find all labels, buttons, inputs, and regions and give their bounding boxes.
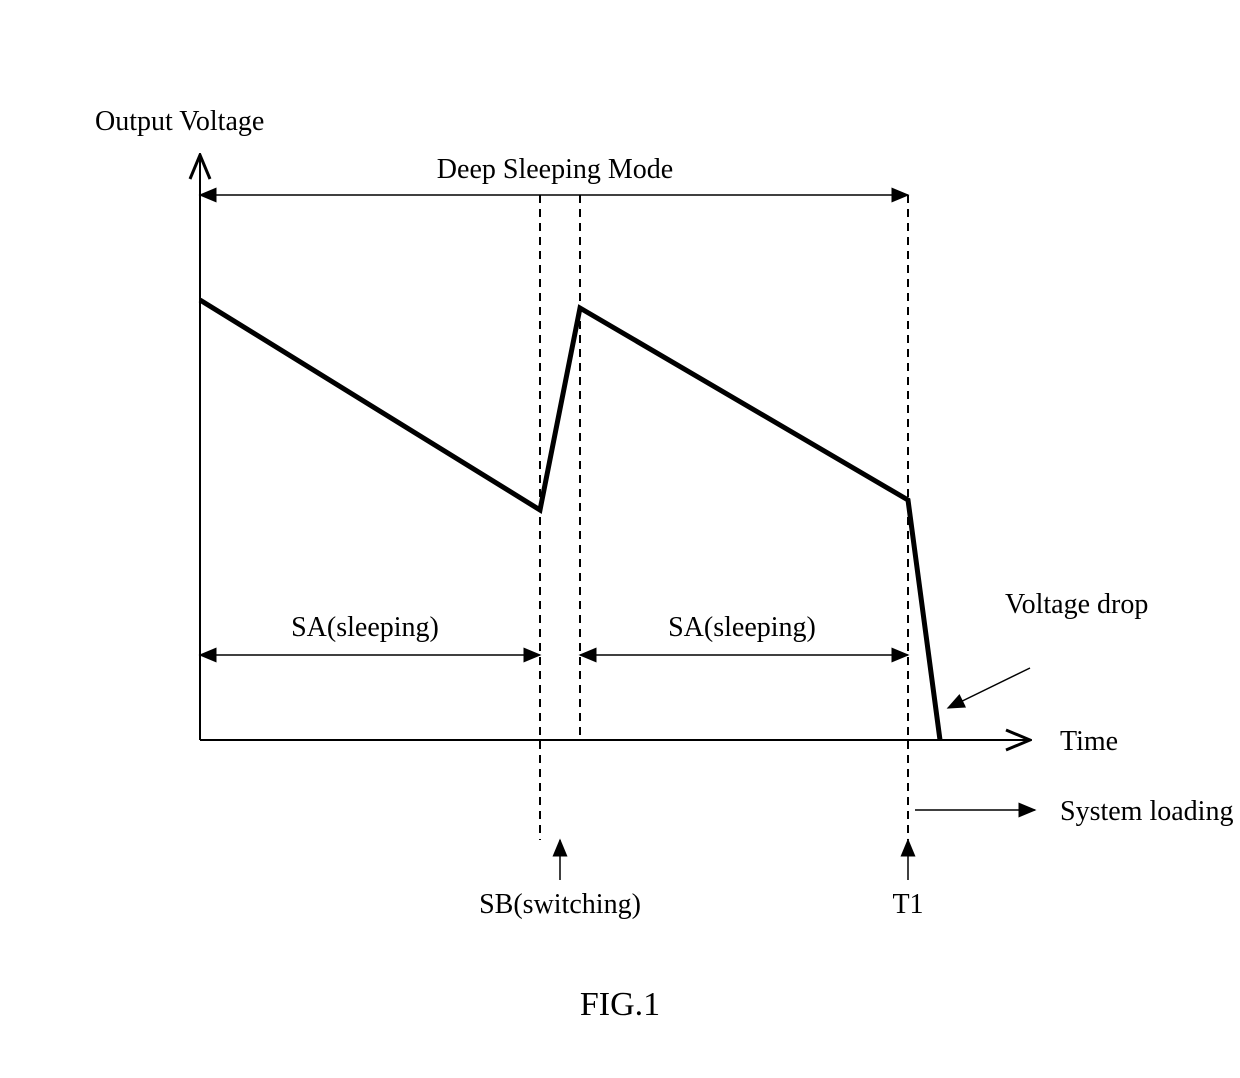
y-axis-label: Output Voltage xyxy=(95,106,264,137)
voltage-drop-label: Voltage drop xyxy=(1005,589,1148,620)
voltage-curve xyxy=(200,300,940,740)
figure-title: FIG.1 xyxy=(580,986,660,1023)
diagram-svg: Output Voltage Time Deep Sleeping Mode S… xyxy=(0,0,1240,1078)
sa-left-label: SA(sleeping) xyxy=(291,612,439,643)
deep-sleeping-label: Deep Sleeping Mode xyxy=(437,154,673,185)
t1-label: T1 xyxy=(892,889,923,920)
system-loading-label: System loading xyxy=(1060,796,1233,827)
x-axis-label: Time xyxy=(1060,726,1118,757)
voltage-drop-arrow xyxy=(948,668,1030,708)
sa-right-label: SA(sleeping) xyxy=(668,612,816,643)
sb-label: SB(switching) xyxy=(479,889,641,920)
